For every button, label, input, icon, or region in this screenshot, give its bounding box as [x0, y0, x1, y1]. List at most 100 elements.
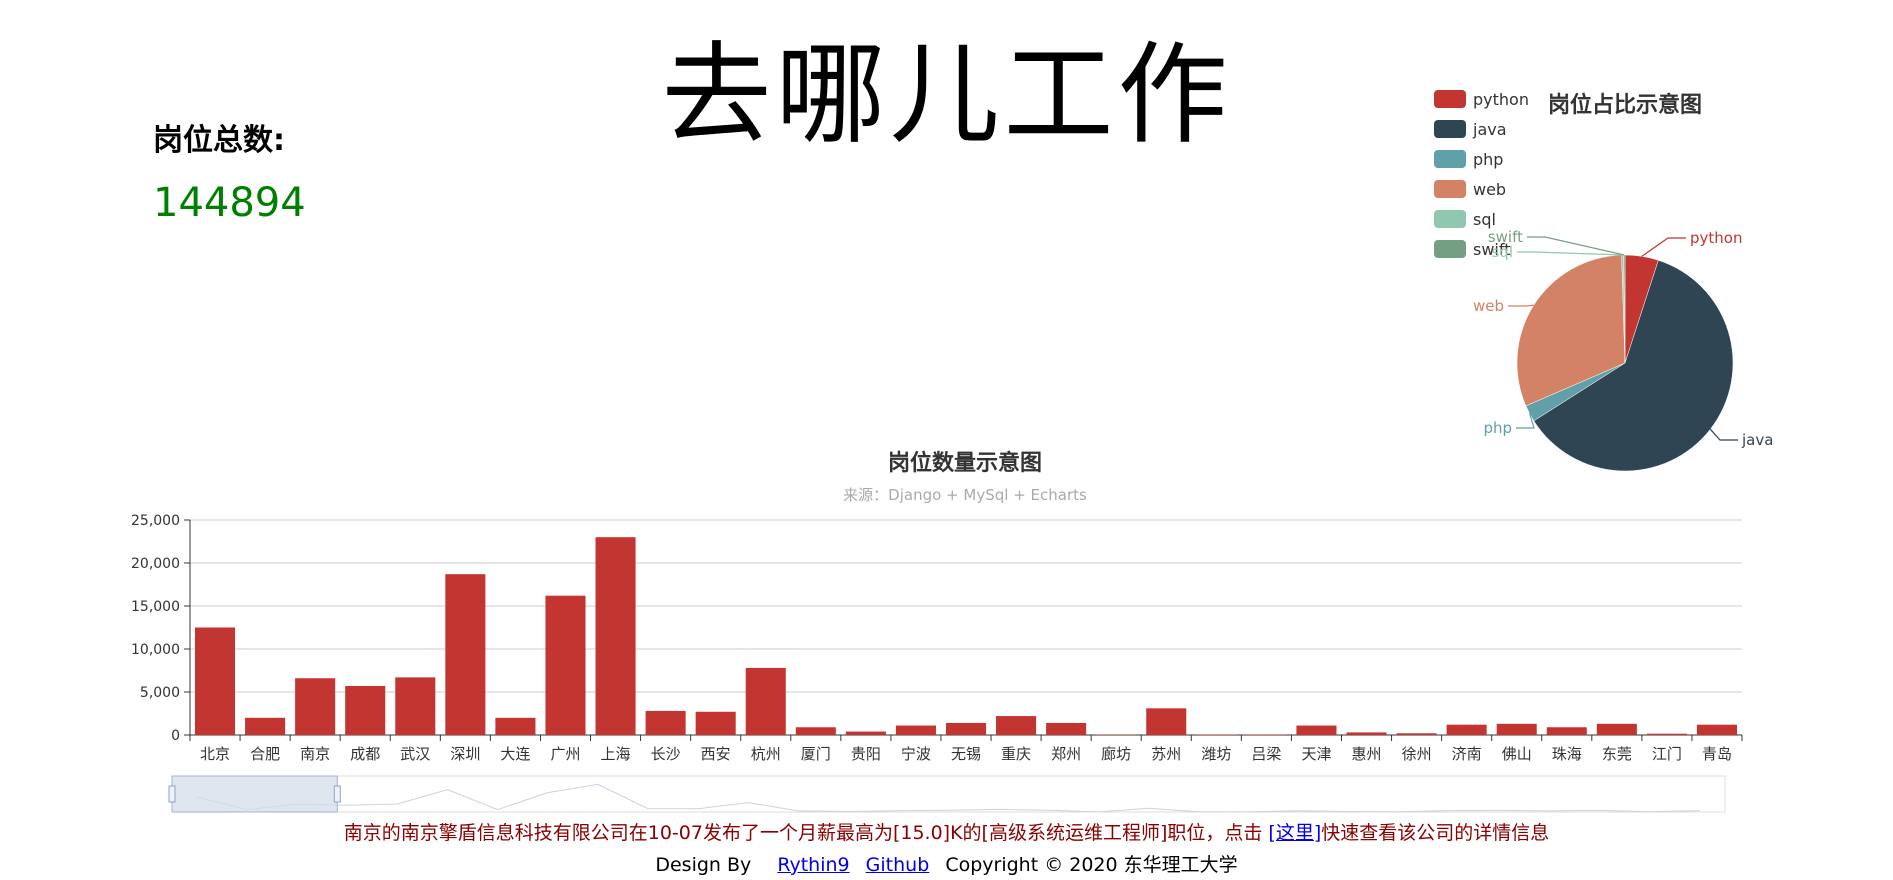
- pie-slice-label: python: [1690, 229, 1742, 247]
- design-by-label: Design By: [655, 854, 752, 876]
- x-tick-label: 厦门: [801, 745, 831, 763]
- latest-job-text: 南京的南京擎盾信息科技有限公司在10-07发布了一个月薪最高为[15.0]K的[…: [343, 822, 1269, 844]
- y-tick-label: 5,000: [140, 685, 180, 701]
- pie-label-line: [1517, 251, 1623, 256]
- x-tick-label: 惠州: [1352, 745, 1382, 763]
- bar: [1196, 734, 1237, 735]
- pie-slice-label: web: [1473, 297, 1504, 315]
- github-link[interactable]: Github: [865, 854, 930, 876]
- bar: [445, 574, 486, 735]
- x-tick-label: 潍坊: [1201, 745, 1231, 763]
- bar: [1446, 724, 1487, 735]
- bar: [1246, 734, 1287, 735]
- datazoom-start-handle[interactable]: [168, 785, 176, 803]
- legend-swatch: [1434, 240, 1466, 258]
- bar: [795, 727, 836, 735]
- x-tick-label: 郑州: [1051, 745, 1081, 763]
- y-tick-label: 10,000: [131, 642, 180, 658]
- bar: [195, 627, 236, 735]
- latest-job-info: 南京的南京擎盾信息科技有限公司在10-07发布了一个月薪最高为[15.0]K的[…: [0, 818, 1893, 845]
- pie-label-line: [1516, 413, 1535, 429]
- x-tick-label: 青岛: [1702, 745, 1732, 763]
- copyright-text: Copyright © 2020 东华理工大学: [945, 854, 1238, 876]
- x-tick-label: 北京: [200, 745, 230, 763]
- bar: [1346, 732, 1387, 735]
- y-tick-label: 25,000: [131, 513, 180, 529]
- x-tick-label: 珠海: [1552, 745, 1582, 763]
- author-link[interactable]: Rythin9: [777, 854, 850, 876]
- datazoom-preview-line: [196, 783, 1701, 813]
- bar: [495, 717, 536, 735]
- legend-swatch: [1434, 210, 1466, 228]
- datazoom-end-handle[interactable]: [333, 785, 341, 803]
- page-title: 去哪儿工作: [661, 31, 1232, 159]
- pie-label-line: [1709, 428, 1738, 441]
- y-tick-label: 15,000: [131, 599, 180, 615]
- x-tick-label: 广州: [550, 745, 580, 763]
- x-tick-label: 天津: [1301, 745, 1331, 763]
- bar: [1146, 708, 1187, 735]
- bar: [595, 537, 636, 735]
- bar: [545, 595, 586, 735]
- datazoom-selection[interactable]: [171, 775, 338, 813]
- x-tick-label: 无锡: [951, 745, 981, 763]
- x-tick-label: 长沙: [651, 745, 681, 763]
- legend-item-label[interactable]: swift: [1473, 240, 1511, 259]
- y-tick-label: 20,000: [131, 556, 180, 572]
- pie-slice: [1516, 254, 1626, 407]
- bar-chart-subtitle: 来源：Django + MySql + Echarts: [843, 486, 1087, 504]
- pie-slice-label: sql: [1491, 243, 1513, 261]
- latest-job-text-suffix: 快速查看该公司的详情信息: [1321, 822, 1550, 844]
- bar: [695, 711, 736, 735]
- bar: [345, 685, 386, 735]
- x-tick-label: 苏州: [1151, 745, 1181, 763]
- total-jobs-label: 岗位总数:: [153, 123, 285, 158]
- x-tick-label: 吕梁: [1251, 745, 1281, 763]
- bar: [845, 731, 886, 735]
- x-tick-label: 佛山: [1502, 745, 1532, 763]
- legend-item-label[interactable]: sql: [1473, 210, 1496, 229]
- pie-label-line: [1527, 236, 1625, 256]
- x-tick-label: 西安: [701, 745, 731, 763]
- pie-chart-title: 岗位占比示意图: [1548, 92, 1702, 118]
- x-tick-label: 徐州: [1402, 745, 1432, 763]
- datazoom-track: [171, 775, 1726, 813]
- x-tick-label: 上海: [601, 745, 631, 763]
- x-tick-label: 合肥: [250, 745, 280, 763]
- y-tick-label: 0: [171, 728, 180, 744]
- bar-chart-title: 岗位数量示意图: [888, 450, 1042, 476]
- pie-label-line: [1641, 237, 1686, 257]
- legend-swatch: [1434, 120, 1466, 138]
- bar: [395, 677, 436, 735]
- bar: [1646, 733, 1687, 735]
- bar: [1596, 723, 1637, 735]
- footer: Design By Rythin9 Github Copyright © 202…: [0, 850, 1893, 877]
- legend-swatch: [1434, 150, 1466, 168]
- x-tick-label: 南京: [300, 745, 330, 763]
- x-tick-label: 东莞: [1602, 745, 1632, 763]
- company-detail-link[interactable]: [这里]: [1268, 822, 1322, 844]
- bar: [1696, 724, 1737, 735]
- bar: [1046, 722, 1087, 735]
- x-tick-label: 贵阳: [851, 745, 881, 763]
- bar: [645, 710, 686, 735]
- bar: [1546, 727, 1587, 735]
- x-tick-label: 大连: [500, 745, 530, 763]
- pie-slice-label: java: [1741, 431, 1773, 449]
- x-tick-label: 江门: [1652, 745, 1682, 763]
- bar: [745, 667, 786, 735]
- x-tick-label: 宁波: [901, 745, 931, 763]
- legend-item-label[interactable]: python: [1473, 90, 1529, 109]
- x-tick-label: 廊坊: [1101, 745, 1131, 763]
- legend-item-label[interactable]: java: [1472, 120, 1507, 139]
- x-tick-label: 成都: [350, 745, 380, 763]
- x-tick-label: 杭州: [751, 745, 781, 763]
- legend-swatch: [1434, 180, 1466, 198]
- legend-item-label[interactable]: php: [1473, 150, 1503, 169]
- bar: [945, 722, 987, 735]
- legend-item-label[interactable]: web: [1473, 180, 1506, 199]
- bar: [295, 678, 336, 735]
- bar: [996, 716, 1037, 735]
- x-tick-label: 重庆: [1001, 745, 1031, 763]
